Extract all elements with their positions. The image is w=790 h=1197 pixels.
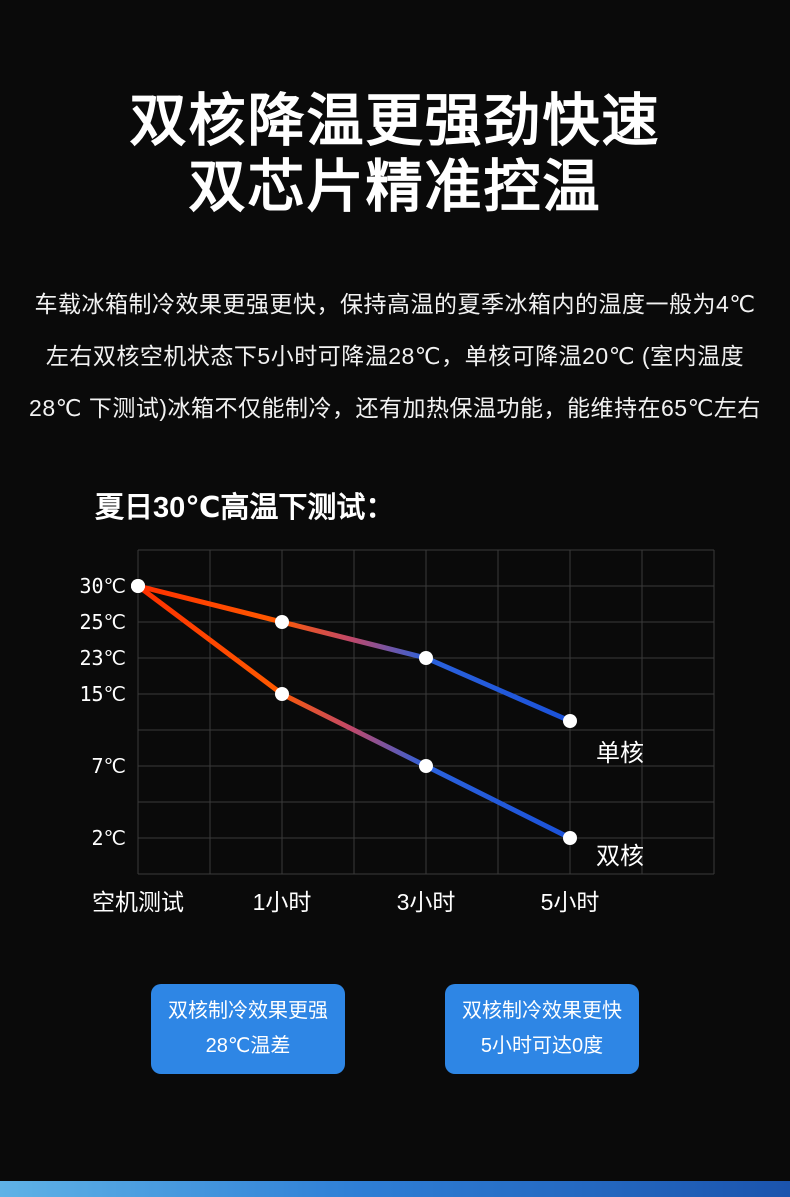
data-point-marker: [275, 687, 289, 701]
description-line: 车载冰箱制冷效果更强更快，保持高温的夏季冰箱内的温度一般为4℃: [34, 291, 756, 317]
x-tick-label: 5小时: [541, 889, 600, 915]
description-line: 左右双核空机状态下5小时可降温28℃，单核可降温20℃ (室内温度: [45, 343, 745, 369]
hero-title-block: 双核降温更强劲快速 双芯片精准控温: [0, 0, 790, 220]
series-label-双核: 双核: [596, 843, 644, 870]
data-point-marker: [131, 579, 145, 593]
data-point-marker: [275, 615, 289, 629]
chart-grid: [137, 549, 715, 875]
badge-cooling-faster: 双核制冷效果更快 5小时可达0度: [445, 984, 639, 1074]
chart-title: 夏日30℃高温下测试：: [95, 492, 395, 524]
series-line-双核: [135, 583, 573, 841]
data-point-marker: [563, 831, 577, 845]
badge-text-line: 双核制冷效果更强: [168, 1000, 328, 1022]
badge-cooling-stronger: 双核制冷效果更强 28℃温差: [151, 984, 345, 1074]
x-tick-label: 1小时: [253, 889, 312, 915]
x-tick-label: 3小时: [397, 889, 456, 915]
badge-text-line: 双核制冷效果更快: [462, 1000, 622, 1022]
y-tick-label: 2℃: [91, 826, 126, 850]
y-tick-label: 23℃: [79, 646, 126, 670]
series-line-单核: [135, 583, 573, 724]
description-paragraph: 车载冰箱制冷效果更强更快，保持高温的夏季冰箱内的温度一般为4℃ 左右双核空机状态…: [0, 278, 790, 434]
series-label-单核: 单核: [596, 740, 644, 767]
description-line: 28℃ 下测试)冰箱不仅能制冷，还有加热保温功能，能维持在65℃左右: [29, 395, 761, 421]
benefit-badges: 双核制冷效果更强 28℃温差 双核制冷效果更快 5小时可达0度: [0, 984, 790, 1074]
hero-title-line2: 双芯片精准控温: [188, 155, 602, 219]
y-tick-label: 15℃: [79, 682, 126, 706]
y-tick-label: 25℃: [79, 610, 126, 634]
hero-title-line1: 双核降温更强劲快速: [129, 89, 661, 153]
data-point-marker: [419, 759, 433, 773]
y-tick-label: 30℃: [79, 574, 126, 598]
data-point-marker: [419, 651, 433, 665]
data-point-marker: [563, 714, 577, 728]
badge-text-line: 5小时可达0度: [480, 1035, 604, 1057]
bottom-gradient-bar: [0, 1181, 790, 1197]
x-tick-label: 空机测试: [92, 889, 184, 915]
badge-text-line: 28℃温差: [205, 1035, 291, 1057]
y-tick-label: 7℃: [91, 754, 126, 778]
temperature-line-chart: 30℃ 25℃ 23℃ 15℃ 7℃ 2℃ 空机测试 1小时 3小时 5小时 单核双核: [70, 538, 730, 938]
